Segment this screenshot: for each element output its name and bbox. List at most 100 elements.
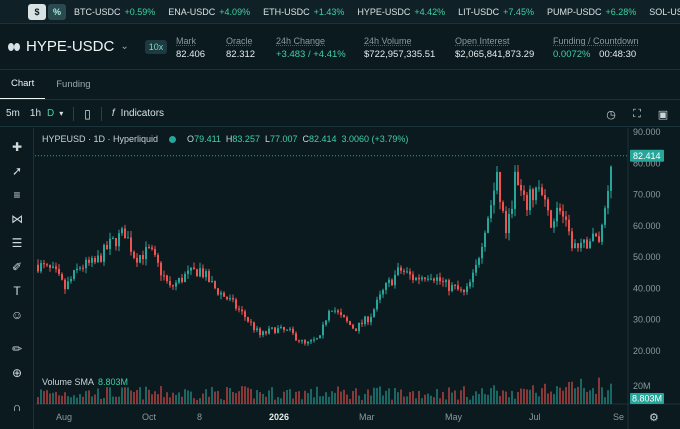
stat-value: $2,065,841,873.29: [455, 49, 535, 60]
volume-legend-label: Volume SMA: [42, 377, 95, 387]
camera-icon[interactable]: ▣: [657, 108, 669, 121]
chart-canvas[interactable]: 90.000 80.000 70.000 60.000 50.000 40.000 30.0…: [35, 127, 680, 429]
candle-body: [253, 322, 255, 331]
candle-body: [601, 224, 603, 242]
candle-body: [571, 231, 573, 249]
candle-body: [451, 284, 453, 292]
volume-bar: [517, 391, 519, 404]
candle-body: [217, 288, 219, 295]
candle-body: [319, 335, 321, 339]
percent-toggle-button[interactable]: %: [48, 3, 66, 20]
interval-5m[interactable]: 5m: [6, 108, 20, 119]
volume-bar: [388, 388, 390, 404]
volume-bar: [418, 390, 420, 404]
volume-bar: [361, 399, 363, 404]
ticker-bar: $ % BTC-USDC +0.59% ENA-USDC +4.09% ETH-USDC…: [0, 0, 680, 24]
price-chart[interactable]: 90.000 80.000 70.000 60.000 50.000 40.000 30.0…: [35, 127, 680, 429]
ticker-item[interactable]: LIT-USDC +7.45%: [458, 7, 534, 17]
volume-bar: [523, 388, 525, 404]
volume-bar: [106, 387, 108, 404]
volume-bar: [433, 397, 435, 404]
stat-mark: Mark 82.406: [176, 36, 205, 60]
candle-body: [58, 268, 60, 275]
candle-body: [469, 282, 471, 287]
legend-open: 79.411: [194, 134, 221, 144]
volume-bar: [412, 391, 414, 404]
volume-bar: [448, 387, 450, 404]
pattern-icon[interactable]: ⋈: [11, 212, 23, 226]
market-header: HYPE-USDC ⌄ 10x Mark 82.406 Oracle 82.31…: [0, 24, 680, 70]
interval-1h[interactable]: 1h: [29, 108, 42, 119]
leverage-badge[interactable]: 10x: [144, 39, 168, 54]
volume-bar: [91, 396, 93, 404]
dollar-toggle-button[interactable]: $: [28, 3, 46, 20]
market-selector[interactable]: HYPE-USDC ⌄ 10x: [8, 38, 176, 55]
fullscreen-icon[interactable]: ⛶: [633, 107, 641, 120]
volume-bar: [598, 377, 600, 404]
text-icon[interactable]: T: [13, 284, 21, 298]
volume-bar: [526, 389, 528, 404]
candle-body: [490, 205, 492, 219]
candle-body: [553, 221, 555, 228]
candle-body: [232, 298, 234, 300]
interval-dropdown-icon[interactable]: ▾: [59, 109, 64, 118]
stat-label: Oracle: [226, 36, 253, 46]
ticker-item[interactable]: BTC-USDC +0.59%: [74, 7, 155, 17]
volume-bar: [247, 387, 249, 404]
candle-body: [214, 281, 216, 289]
volume-bar: [553, 394, 555, 404]
volume-bar: [469, 399, 471, 404]
interval-1d[interactable]: D: [47, 108, 55, 119]
currency-toggle[interactable]: $ %: [28, 3, 66, 20]
ticker-item[interactable]: PUMP-USDC +6.28%: [547, 7, 636, 17]
magnet-icon[interactable]: ∩: [12, 400, 22, 414]
volume-bar: [481, 388, 483, 404]
candle-body: [298, 340, 300, 342]
horizontal-lines-icon[interactable]: ≡: [13, 188, 21, 202]
ticker-item[interactable]: HYPE-USDC +4.42%: [357, 7, 445, 17]
trend-line-icon[interactable]: ➚: [11, 164, 23, 178]
ruler-icon[interactable]: ✏: [11, 342, 23, 356]
candle-body: [331, 310, 333, 312]
volume-bar: [172, 392, 174, 404]
volume-bar: [319, 396, 321, 404]
candle-body: [181, 277, 183, 282]
tab-chart[interactable]: Chart: [0, 78, 46, 99]
fib-icon[interactable]: ☰: [11, 236, 23, 250]
chevron-down-icon[interactable]: ⌄: [120, 41, 129, 52]
candle-body: [442, 281, 444, 283]
candle-body: [85, 259, 87, 269]
indicators-button[interactable]: Indicators: [120, 108, 165, 119]
candle-body: [169, 281, 171, 286]
volume-bar: [145, 386, 147, 404]
volume-bar: [139, 387, 141, 404]
ticker-item[interactable]: ETH-USDC +1.43%: [263, 7, 344, 17]
stat-label: Mark: [176, 36, 196, 46]
brush-icon[interactable]: ✐: [11, 260, 23, 274]
volume-bar: [400, 389, 402, 404]
indicators-icon[interactable]: f: [111, 108, 115, 119]
candle-type-icon[interactable]: ▯: [84, 106, 91, 121]
tab-funding[interactable]: Funding: [56, 79, 91, 90]
candle-body: [118, 233, 120, 247]
ticker-item[interactable]: SOL-USDC+1.6: [649, 7, 680, 17]
candle-body: [247, 317, 249, 322]
candle-body: [259, 328, 261, 336]
volume-bar: [289, 389, 291, 404]
time-tick-label: Jul: [529, 412, 541, 422]
volume-bar: [103, 397, 105, 404]
volume-bar: [475, 391, 477, 404]
crosshair-icon[interactable]: ✚: [11, 140, 23, 154]
emoji-icon[interactable]: ☺: [10, 308, 24, 322]
candle-body: [133, 251, 135, 258]
ticker-item[interactable]: ENA-USDC +4.09%: [168, 7, 250, 17]
candle-body: [142, 255, 144, 260]
candle-body: [367, 316, 369, 323]
replay-icon[interactable]: ◷: [606, 108, 616, 121]
volume-bar: [46, 390, 48, 404]
time-tick-label: Mar: [359, 412, 375, 422]
zoom-in-icon[interactable]: ⊕: [11, 366, 23, 380]
candle-body: [256, 328, 258, 331]
candle-body: [529, 189, 531, 211]
candle-body: [595, 233, 597, 237]
